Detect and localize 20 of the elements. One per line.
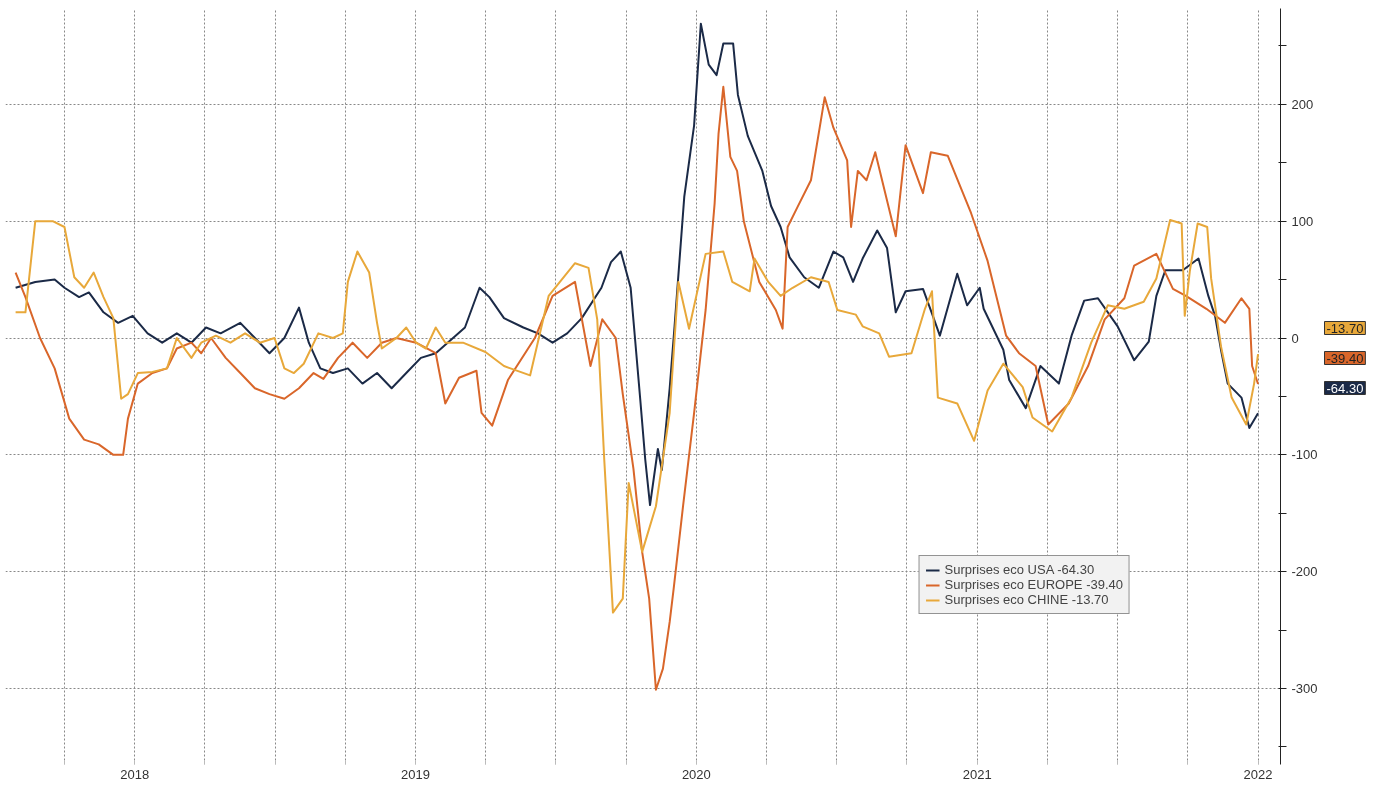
line-series <box>14 22 1260 507</box>
y-tick-label: -300 <box>1291 681 1318 697</box>
text: -39.40 <box>1326 350 1364 366</box>
line-series <box>14 218 1260 614</box>
x-tick-label: 2021 <box>962 766 992 782</box>
text: -64.30 <box>1326 380 1364 396</box>
x-tick-label: 2019 <box>401 766 430 782</box>
x-tick-label: 2020 <box>681 766 711 782</box>
text: -13.70 <box>1326 320 1364 336</box>
y-tick-label: 0 <box>1291 330 1299 346</box>
legend-label: Surprises eco EUROPE -39.40 <box>944 577 1123 592</box>
legend-label: Surprises eco CHINE -13.70 <box>944 592 1109 607</box>
legend-label: Surprises eco USA -64.30 <box>944 562 1095 577</box>
y-tick-label: 200 <box>1291 96 1314 112</box>
x-tick-label: 2022 <box>1243 766 1273 782</box>
x-tick-label: 2018 <box>120 766 150 782</box>
y-tick-label: 100 <box>1291 213 1314 229</box>
line-series <box>14 85 1260 691</box>
y-tick-label: -200 <box>1291 564 1318 580</box>
y-tick-label: -100 <box>1291 447 1318 463</box>
